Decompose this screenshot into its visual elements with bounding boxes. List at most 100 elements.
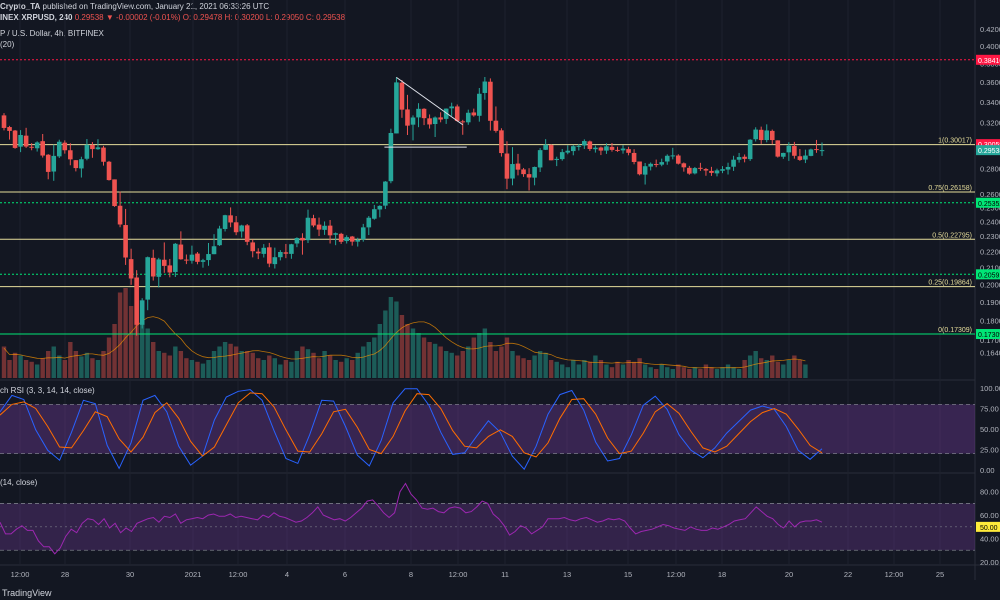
candle-body <box>261 247 267 254</box>
volume-bar <box>73 351 79 378</box>
time-tick-label: 22 <box>844 570 852 579</box>
candle-body <box>410 117 416 125</box>
candle-body <box>803 155 808 160</box>
volume-bar <box>427 342 432 378</box>
volume-bar <box>388 297 394 378</box>
time-tick-label: 18 <box>718 570 726 579</box>
volume-bar <box>543 352 548 378</box>
volume-bar <box>443 351 449 378</box>
candle-body <box>565 150 571 153</box>
volume-bar <box>515 355 521 378</box>
volume-bar <box>626 360 631 378</box>
price-tick-label: 0.36000 <box>980 78 1000 87</box>
volume-bar <box>40 358 45 378</box>
publish-info: published on TradingView.com, January 21… <box>42 2 270 11</box>
price-tick-label: 0.24000 <box>980 218 1000 227</box>
candle-body <box>819 150 825 152</box>
volume-bar <box>493 351 499 378</box>
volume-bar <box>62 360 67 378</box>
candle-body <box>156 259 162 277</box>
candle-body <box>510 164 515 179</box>
volume-bars <box>1 288 808 378</box>
volume-bar <box>272 358 278 378</box>
candle-body <box>720 169 725 171</box>
volume-bar <box>792 355 797 378</box>
volume-bar <box>101 351 106 378</box>
volume-bar <box>46 351 51 378</box>
candle-body <box>90 144 95 150</box>
fib-level-label: 0.75(0.26158) <box>928 185 972 192</box>
volume-bar <box>84 352 90 378</box>
candle-body <box>178 244 184 260</box>
volume-bar <box>1 346 7 378</box>
volume-bar <box>405 324 410 378</box>
volume-bar <box>128 306 134 378</box>
volume-bar <box>250 352 255 378</box>
candle-body <box>195 253 200 262</box>
volume-bar <box>604 364 609 378</box>
candle-body <box>79 159 84 169</box>
volume-bar <box>499 346 504 378</box>
volume-bar <box>283 360 289 378</box>
candle-body <box>322 225 327 230</box>
candle-body <box>526 174 532 178</box>
rsi-tick-label: 40.00 <box>980 535 999 544</box>
volume-bar <box>106 337 112 378</box>
volume-bar <box>725 364 731 378</box>
volume-bar <box>228 343 233 378</box>
candle-body <box>698 167 703 169</box>
volume-bar <box>256 358 261 378</box>
horizontal-levels: 1(0.30017) 0.75(0.26158) 0.5(0.22795) 0.25(… <box>0 59 975 335</box>
price-tick-label: 0.26000 <box>980 190 1000 199</box>
time-tick-label: 12:00 <box>885 570 904 579</box>
stoch-rsi-pane <box>0 388 975 471</box>
candle-body <box>582 141 587 146</box>
volume-bar <box>206 360 211 378</box>
time-tick-label: 8 <box>409 570 413 579</box>
volume-bar <box>316 358 322 378</box>
candle-body <box>173 243 178 272</box>
candle-body <box>150 257 156 277</box>
volume-bar <box>18 355 23 378</box>
volume-bar <box>803 364 808 378</box>
candle-body <box>753 129 758 140</box>
candle-body <box>95 147 101 150</box>
time-tick-label: 4 <box>285 570 289 579</box>
price-tick-label: 0.42000 <box>980 25 1000 34</box>
candle-body <box>659 162 665 165</box>
candle-body <box>427 118 432 125</box>
candle-body <box>283 252 289 254</box>
volume-bar <box>361 346 366 378</box>
volume-bar <box>653 369 659 378</box>
volume-bar <box>300 346 305 378</box>
candle-body <box>648 163 653 167</box>
volume-bar <box>554 361 559 378</box>
price-tick-label: 0.18000 <box>980 317 1000 326</box>
candle-body <box>543 144 548 150</box>
ohlc-values: O: 0.29478 H: 0.30200 L: 0.29050 C: 0.29… <box>182 13 346 22</box>
price-tick-label: 0.32000 <box>980 119 1000 128</box>
volume-bar <box>764 360 769 378</box>
rsi-tick-label: 20.00 <box>980 558 999 567</box>
volume-bar <box>117 292 123 378</box>
volume-bar <box>112 324 117 378</box>
volume-bar <box>571 360 576 378</box>
volume-bar <box>79 356 84 378</box>
volume-bar <box>399 315 405 378</box>
candle-body <box>206 254 211 261</box>
candle-body <box>521 169 526 175</box>
volume-bar <box>23 360 29 378</box>
volume-bar <box>383 310 388 378</box>
volume-bar <box>167 355 173 378</box>
candle-body <box>84 144 90 159</box>
candle-body <box>504 153 510 179</box>
candle-body <box>388 132 394 182</box>
volume-bar <box>670 369 675 378</box>
candle-body <box>604 146 609 151</box>
volume-bar <box>7 360 12 378</box>
candle-body <box>769 130 775 141</box>
candle-body <box>432 117 438 125</box>
volume-ma-label: (20) <box>0 40 15 49</box>
price-tick-label: 0.40000 <box>980 42 1000 51</box>
